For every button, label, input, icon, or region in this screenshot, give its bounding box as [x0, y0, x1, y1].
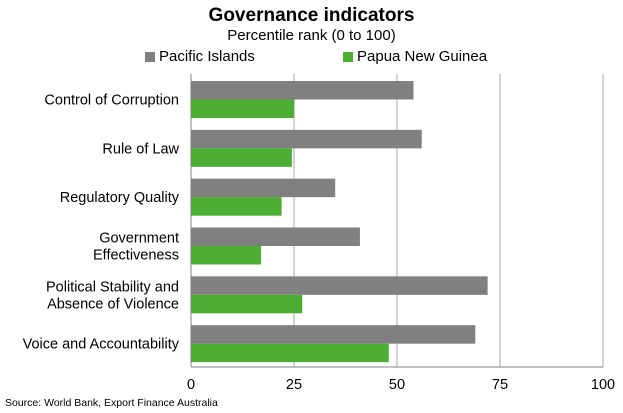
source-note: Source: World Bank, Export Finance Austr… [5, 397, 218, 409]
bar-papua-new-guinea-2 [191, 197, 282, 216]
bar-papua-new-guinea-1 [191, 148, 292, 167]
legend-label-pacific-islands: Pacific Islands [159, 48, 255, 65]
category-label-line: Rule of Law [102, 141, 179, 157]
bar-papua-new-guinea-0 [191, 99, 294, 118]
bar-pacific-islands-5 [191, 325, 476, 344]
legend-item-papua-new-guinea: Papua New Guinea [343, 48, 487, 65]
legend-swatch-pacific-islands [145, 51, 155, 62]
x-tick-label-100: 100 [591, 377, 615, 393]
x-tick-label-25: 25 [286, 377, 302, 393]
category-label-3: Government Effectiveness [93, 230, 179, 263]
bar-pacific-islands-3 [191, 227, 360, 246]
category-label-line: Absence of Violence [47, 296, 179, 312]
bar-papua-new-guinea-4 [191, 294, 303, 314]
legend-label-papua-new-guinea: Papua New Guinea [357, 48, 488, 65]
category-label-5: Voice and Accountability [23, 337, 180, 353]
x-tick-label-0: 0 [187, 377, 195, 393]
category-label-line: Regulatory Quality [60, 190, 180, 206]
category-label-2: Regulatory Quality [60, 190, 180, 206]
category-label-4: Political Stability and Absence of Violen… [46, 279, 179, 312]
category-label-0: Control of Corruption [44, 92, 179, 108]
category-label-line: Political Stability and [46, 279, 179, 295]
bar-papua-new-guinea-3 [191, 246, 262, 265]
bar-pacific-islands-1 [191, 129, 422, 149]
bar-papua-new-guinea-5 [191, 343, 389, 363]
legend-item-pacific-islands: Pacific Islands [145, 48, 255, 65]
category-label-line: Government [99, 230, 179, 246]
category-label-line: Effectiveness [93, 247, 179, 263]
bar-pacific-islands-4 [191, 276, 488, 295]
chart-subtitle: Percentile rank (0 to 100) [227, 27, 396, 44]
x-tick-label-75: 75 [492, 377, 508, 393]
x-tick-label-50: 50 [389, 377, 405, 393]
bar-pacific-islands-0 [191, 81, 414, 100]
category-label-1: Rule of Law [102, 141, 179, 157]
chart-title: Governance indicators [208, 5, 415, 26]
bar-pacific-islands-2 [191, 178, 336, 198]
legend: Pacific Islands Papua New Guinea [0, 48, 623, 68]
legend-swatch-papua-new-guinea [343, 51, 353, 62]
category-label-line: Voice and Accountability [23, 337, 180, 353]
category-label-line: Control of Corruption [44, 92, 179, 108]
